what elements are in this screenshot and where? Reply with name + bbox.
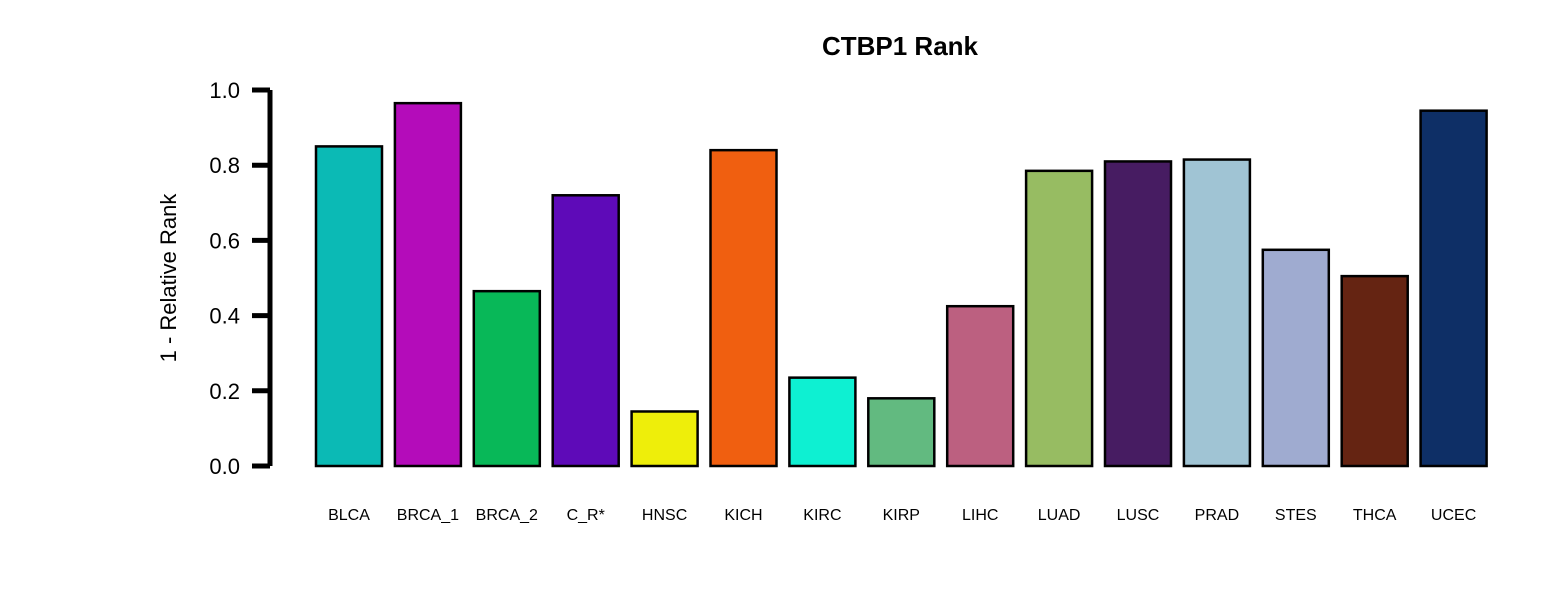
- x-tick-labels: BLCA BRCA_1 BRCA_2 C_R* HNSC KICH KIRC KIRP LIHC…: [328, 507, 1476, 524]
- bar-hnsc: [630, 410, 699, 468]
- y-tick-label: 0.0: [209, 454, 240, 479]
- bar-brca-2: [472, 289, 542, 468]
- y-tick-label: 0.4: [209, 304, 240, 329]
- bar-blca: [314, 145, 384, 468]
- y-tick-label: 0.8: [209, 153, 240, 178]
- bar-lusc: [1103, 160, 1173, 468]
- chart-title: CTBP1 Rank: [822, 31, 979, 61]
- y-axis: 0.0 0.2 0.4 0.6 0.8 1.0: [209, 78, 273, 479]
- bar-brca-1: [393, 101, 463, 468]
- x-tick-label: UCEC: [1431, 507, 1476, 524]
- y-tick-label: 1.0: [209, 78, 240, 103]
- x-tick-label: KIRC: [803, 507, 841, 524]
- x-tick-label: KICH: [724, 507, 762, 524]
- y-axis-label: 1 - Relative Rank: [156, 193, 181, 363]
- bar-thca: [1340, 274, 1409, 468]
- bar-stes: [1261, 248, 1331, 468]
- y-tick-label: 0.6: [209, 228, 240, 253]
- bar-kich: [709, 148, 778, 468]
- x-tick-label: KIRP: [883, 507, 920, 524]
- bar-kirc: [788, 376, 857, 468]
- bars-group: [314, 101, 1488, 468]
- x-tick-label: THCA: [1353, 507, 1397, 524]
- x-tick-label: LUSC: [1117, 507, 1160, 524]
- bar-c-r: [551, 194, 620, 468]
- bar-prad: [1182, 158, 1252, 468]
- bar-ucec: [1419, 109, 1488, 468]
- x-tick-label: BRCA_2: [476, 507, 538, 524]
- x-tick-label: HNSC: [642, 507, 687, 524]
- x-tick-label: C_R*: [567, 507, 605, 524]
- bar-luad: [1024, 169, 1094, 468]
- x-tick-label: LIHC: [962, 507, 998, 524]
- x-tick-label: STES: [1275, 507, 1317, 524]
- x-tick-label: BRCA_1: [397, 507, 459, 524]
- x-tick-label: LUAD: [1038, 507, 1081, 524]
- bar-kirp: [867, 397, 936, 468]
- y-tick-label: 0.2: [209, 379, 240, 404]
- bar-lihc: [945, 304, 1015, 468]
- x-tick-label: PRAD: [1195, 507, 1239, 524]
- x-tick-label: BLCA: [328, 507, 370, 524]
